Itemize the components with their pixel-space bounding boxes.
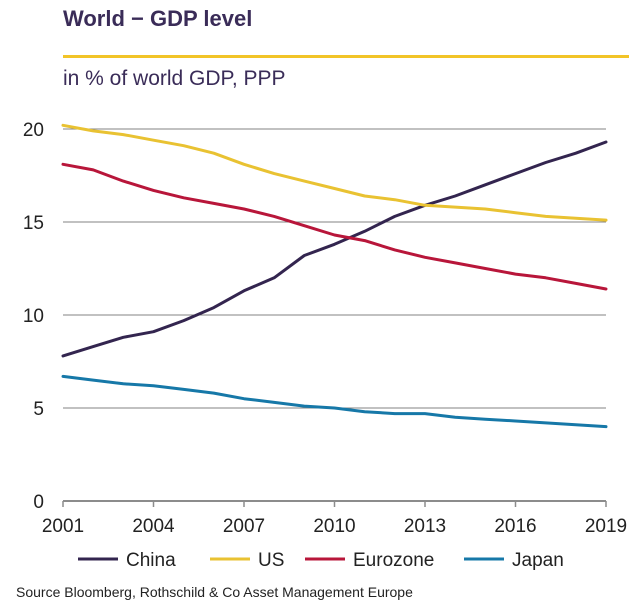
- series-line-china: [61, 140, 608, 358]
- x-tick-label: 2004: [132, 516, 175, 537]
- line-chart: 0 5 10 15 20 2001 2004 2007 2010 2013 2016 2019 Chi…: [23, 120, 627, 571]
- legend-label-eurozone: Eurozone: [353, 550, 434, 571]
- legend-label-china: China: [126, 550, 176, 571]
- x-tick-label: 2013: [404, 516, 446, 537]
- x-tick-label: 2010: [313, 516, 355, 537]
- x-tick-label: 2019: [585, 516, 627, 537]
- series-line-japan: [61, 374, 608, 429]
- x-tick-label: 2016: [494, 516, 536, 537]
- legend-label-us: US: [258, 550, 284, 571]
- x-tick-label: 2007: [223, 516, 265, 537]
- series-line-us: [61, 123, 608, 222]
- chart-title: World − GDP level: [63, 6, 253, 31]
- chart-subtitle: in % of world GDP, PPP: [63, 67, 286, 90]
- y-tick-label: 20: [23, 120, 44, 141]
- y-tick-label: 10: [23, 306, 44, 327]
- source-note: Source Bloomberg, Rothschild & Co Asset …: [16, 584, 413, 600]
- legend-label-japan: Japan: [512, 550, 564, 571]
- series-line-eurozone: [61, 162, 608, 291]
- y-tick-label: 0: [33, 492, 44, 513]
- y-tick-label: 5: [33, 399, 44, 420]
- y-tick-label: 15: [23, 213, 44, 234]
- x-tick-label: 2001: [42, 516, 84, 537]
- title-divider: [63, 55, 629, 58]
